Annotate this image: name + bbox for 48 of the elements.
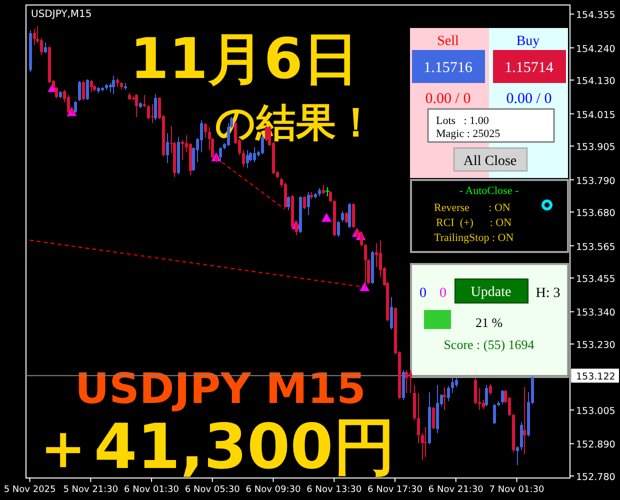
x-tick-label: 5 Nov 2025	[4, 485, 56, 495]
annotation: 0	[440, 286, 446, 301]
annotation: 1.15716	[424, 60, 473, 76]
y-tick-label: 153.680	[576, 208, 616, 220]
annotation: RCI (+) : ON	[436, 217, 512, 229]
y-tick-label: 152.780	[576, 472, 616, 483]
annotation: TrailingStop : ON	[434, 232, 514, 244]
annotation: 1.15714	[504, 60, 554, 76]
annotation: All Close	[463, 154, 517, 169]
annotation: 0	[420, 286, 426, 301]
annotation: - AutoClose -	[459, 185, 519, 197]
annotation: Magic : 25025	[436, 128, 501, 140]
x-tick-label: 5 Nov 21:30	[63, 485, 118, 495]
y-tick-label: 152.890	[576, 440, 616, 451]
annotation: Lots : 1.00	[436, 115, 490, 127]
y-tick-label: 153.905	[576, 142, 616, 154]
annotation: Update	[470, 285, 512, 300]
y-tick-label: 153.230	[576, 340, 616, 351]
y-tick-label: 154.130	[576, 76, 616, 88]
annotation: 0.00 / 0	[506, 91, 552, 107]
y-tick-label: 154.015	[576, 110, 616, 121]
ref-line-label: 153.122	[576, 372, 616, 383]
x-tick-label: 7 Nov 01:30	[489, 485, 544, 495]
point	[360, 282, 370, 292]
annotation: Score : (55) 1694	[444, 337, 535, 352]
x-tick-label: 6 Nov 17:30	[368, 485, 423, 495]
y-tick-label: 153.565	[576, 242, 616, 253]
annotation: ＋41,300円	[32, 410, 396, 483]
x-tick-label: 6 Nov 01:30	[124, 485, 180, 495]
x-tick-label: 6 Nov 13:30	[306, 485, 362, 495]
y-tick-label: 154.240	[576, 44, 616, 55]
chart-title: USDJPY,M15	[31, 9, 92, 20]
x-tick-label: 6 Nov 21:30	[428, 485, 484, 495]
point	[322, 212, 332, 222]
annotation: Sell	[437, 34, 459, 49]
annotation: 11月6日	[130, 27, 359, 92]
annotation: Reverse : ON	[434, 202, 510, 214]
x-tick-label: 6 Nov 05:30	[184, 485, 240, 495]
x-tick-label: 6 Nov 09:30	[246, 485, 302, 495]
y-tick-label: 153.340	[576, 308, 616, 319]
annotation: 21 %	[475, 315, 503, 330]
y-tick-label: 154.355	[576, 10, 616, 22]
y-tick-label: 153.790	[576, 176, 616, 187]
y-tick-label: 153.455	[576, 274, 616, 286]
annotation: H: 3	[536, 286, 560, 301]
y-tick-label: 153.005	[576, 406, 616, 417]
annotation: Buy	[516, 34, 540, 49]
annotation: 0.00 / 0	[425, 91, 471, 107]
